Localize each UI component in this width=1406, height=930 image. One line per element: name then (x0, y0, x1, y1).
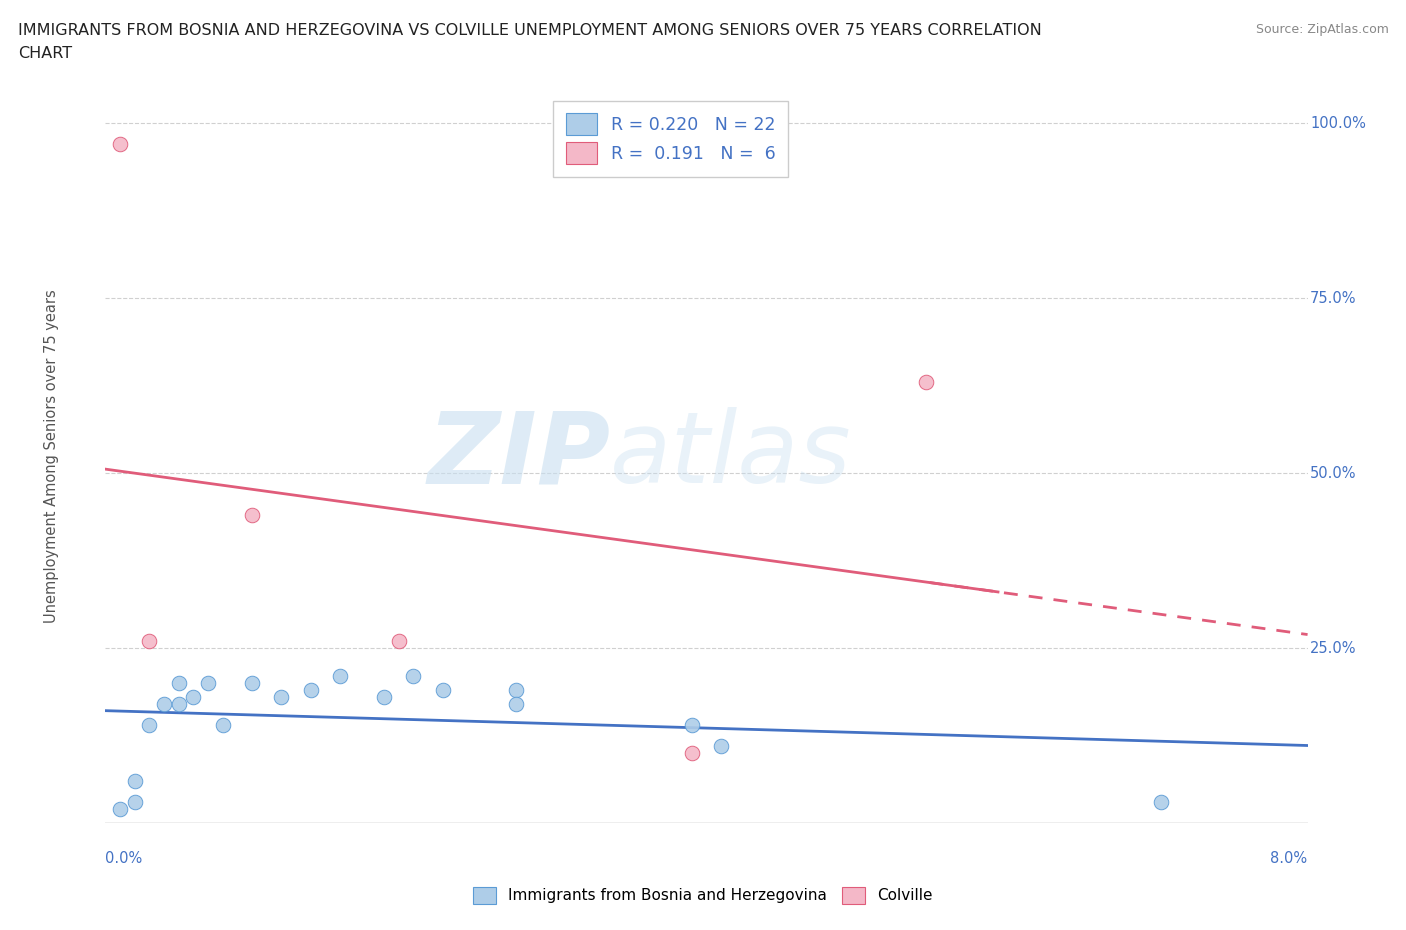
Point (124, 794, 146, 809)
Point (710, 738, 733, 753)
Point (138, 633, 160, 648)
Text: CHART: CHART (18, 46, 72, 60)
Point (240, 676, 263, 691)
Point (432, 683, 454, 698)
Point (681, 746, 703, 761)
Point (211, 718, 233, 733)
Point (505, 683, 527, 698)
Point (197, 676, 219, 691)
Text: IMMIGRANTS FROM BOSNIA AND HERZEGOVINA VS COLVILLE UNEMPLOYMENT AMONG SENIORS OV: IMMIGRANTS FROM BOSNIA AND HERZEGOVINA V… (18, 23, 1042, 38)
Point (505, 697, 527, 711)
Point (183, 690, 205, 705)
Point (388, 633, 411, 648)
Text: Source: ZipAtlas.com: Source: ZipAtlas.com (1256, 23, 1389, 36)
Point (167, 676, 190, 691)
Legend: Immigrants from Bosnia and Herzegovina, Colville: Immigrants from Bosnia and Herzegovina, … (465, 879, 941, 911)
Point (270, 690, 292, 705)
Point (1150, 794, 1173, 809)
Text: 75.0%: 75.0% (1310, 291, 1357, 306)
Point (915, 375, 938, 390)
Point (124, 774, 146, 789)
Point (299, 683, 322, 698)
Text: 25.0%: 25.0% (1310, 641, 1357, 656)
Text: 0.0%: 0.0% (105, 851, 142, 866)
Point (167, 697, 190, 711)
Point (108, 802, 131, 817)
Text: Unemployment Among Seniors over 75 years: Unemployment Among Seniors over 75 years (44, 289, 59, 622)
Point (373, 690, 395, 705)
Text: 8.0%: 8.0% (1271, 851, 1308, 866)
Text: 50.0%: 50.0% (1310, 466, 1357, 481)
Point (681, 718, 703, 733)
Point (240, 508, 263, 523)
Text: 100.0%: 100.0% (1310, 116, 1365, 131)
Point (108, 137, 131, 152)
Point (329, 669, 352, 684)
Text: ZIP: ZIP (427, 407, 610, 504)
Point (138, 718, 160, 733)
Legend: R = 0.220   N = 22, R =  0.191   N =  6: R = 0.220 N = 22, R = 0.191 N = 6 (554, 100, 787, 177)
Point (402, 669, 425, 684)
Point (153, 697, 176, 711)
Text: atlas: atlas (610, 407, 852, 504)
